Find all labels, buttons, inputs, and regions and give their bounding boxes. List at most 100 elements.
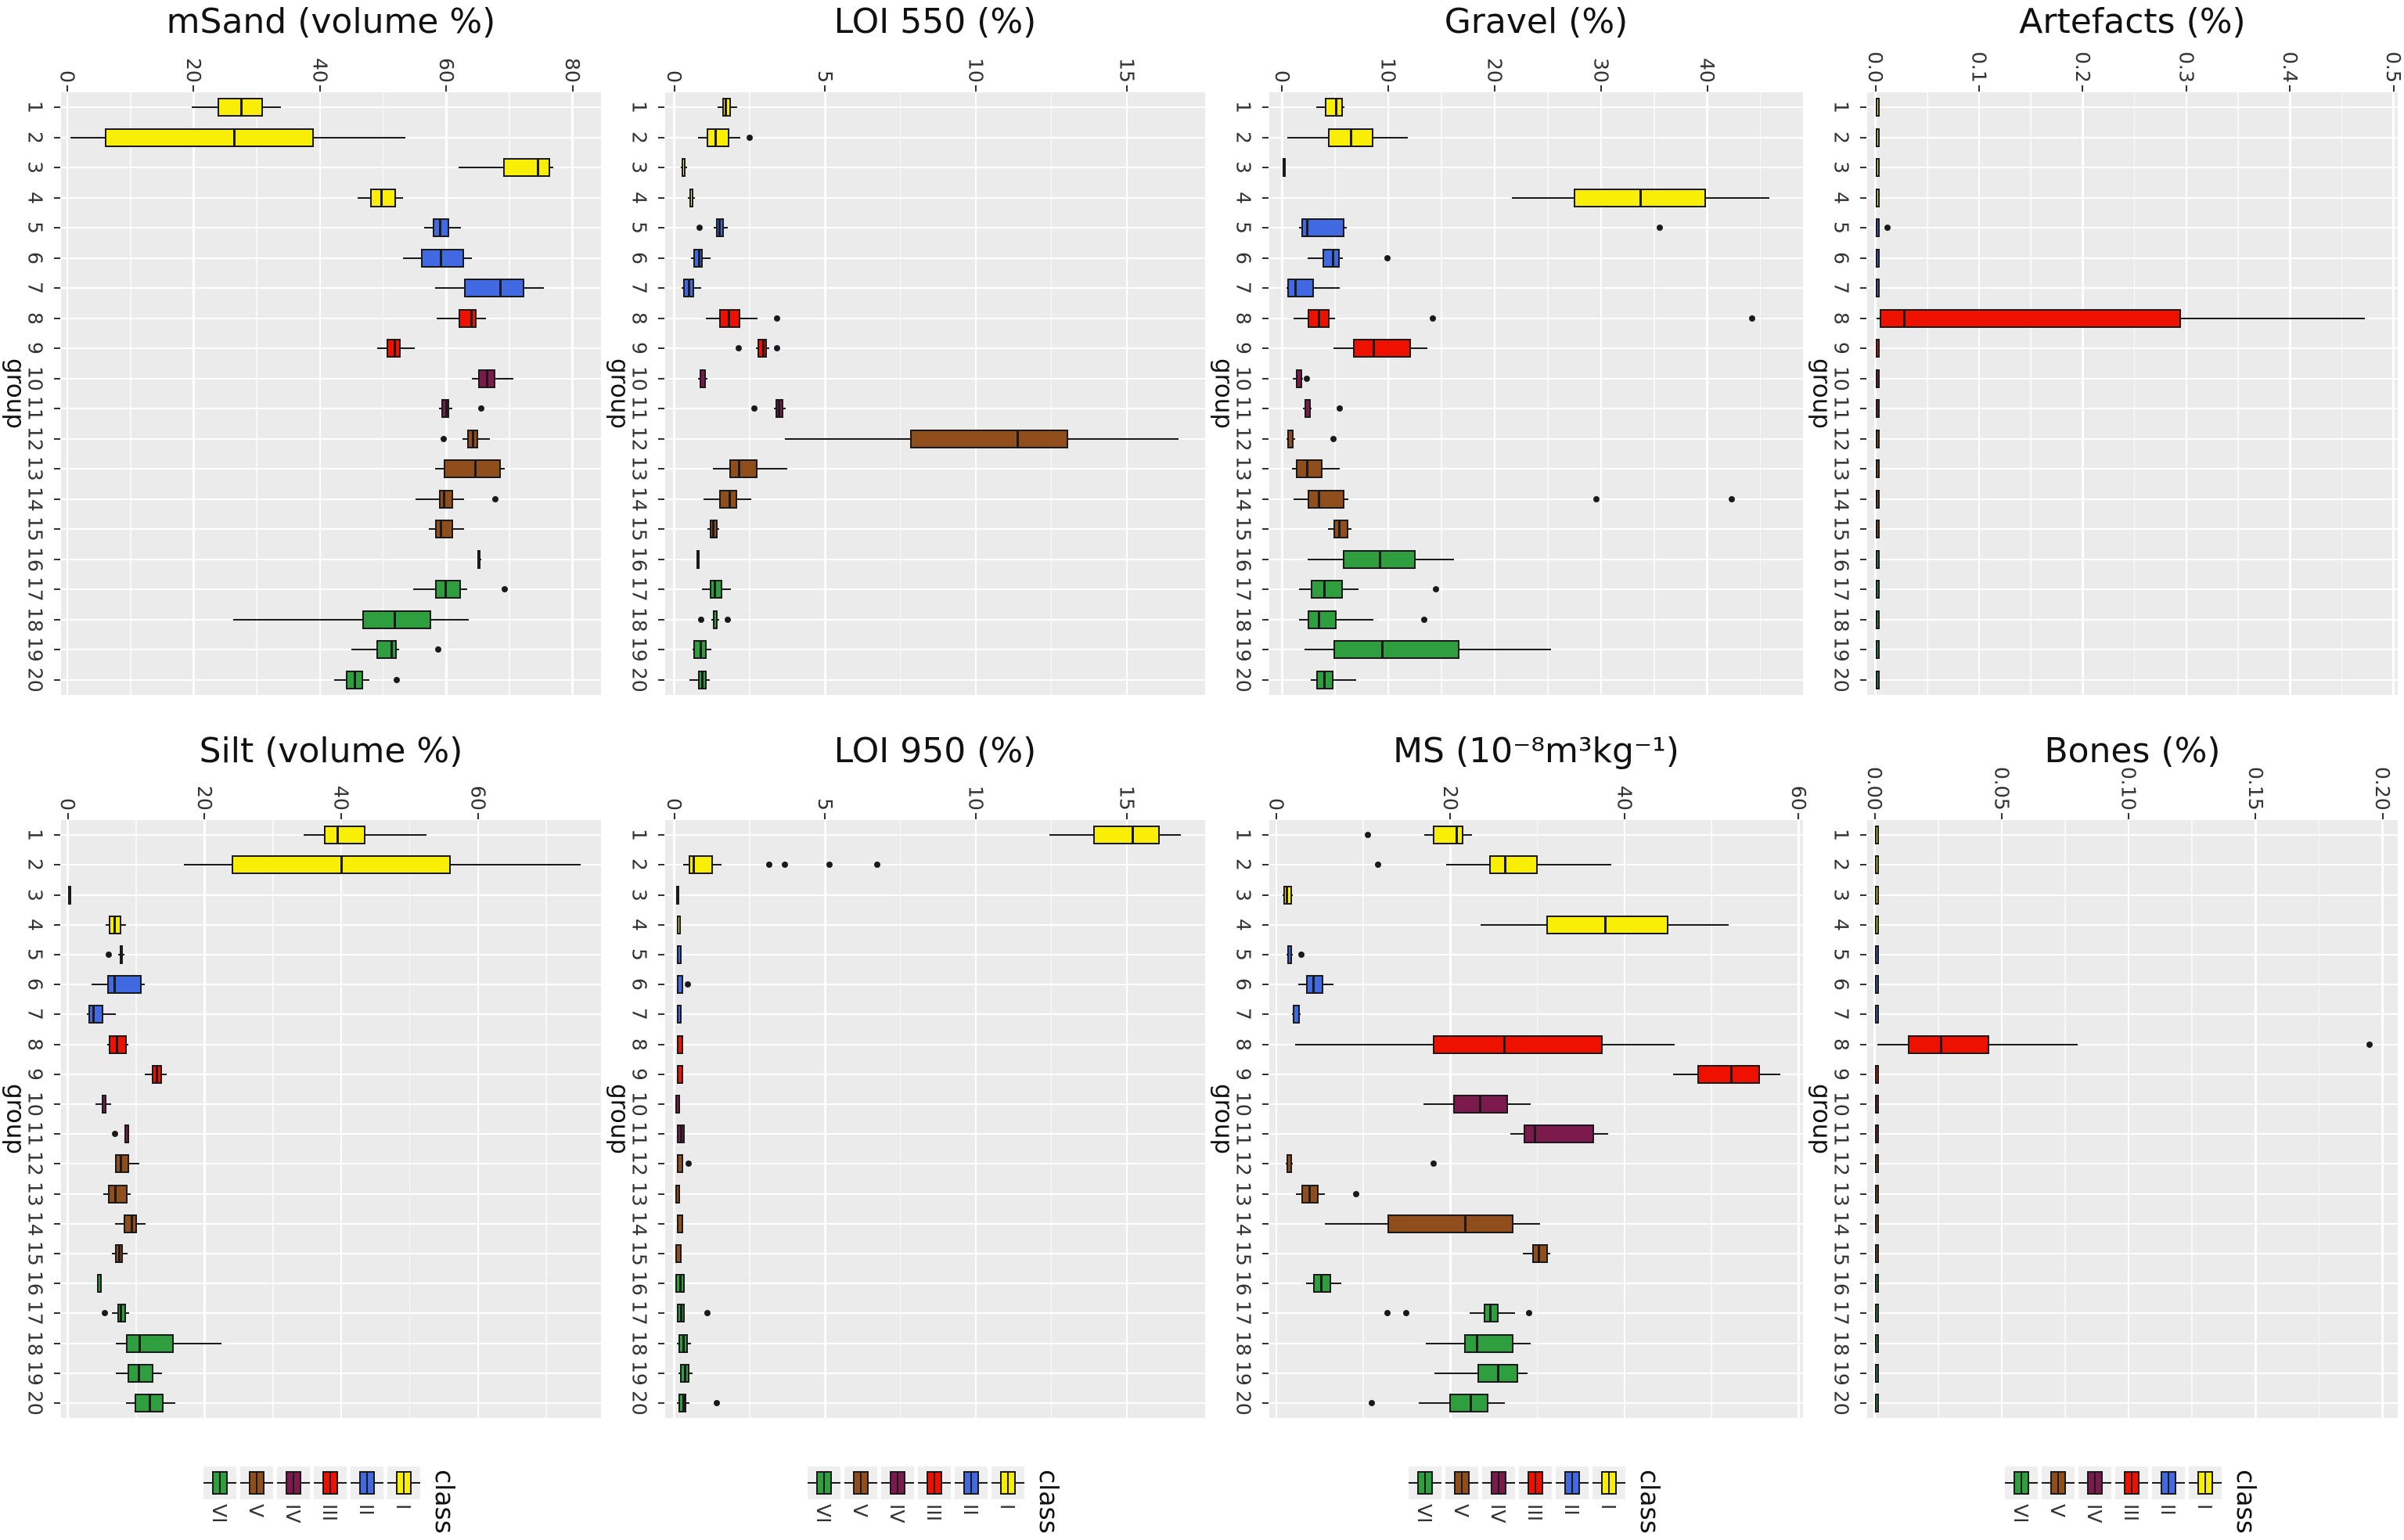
whisker-high: [121, 923, 126, 926]
group-label-text: 13: [1830, 456, 1853, 482]
major-gridline: [445, 92, 448, 695]
legend-key-median: [896, 1471, 898, 1495]
whisker-low: [459, 167, 503, 169]
axis-tick-label: 0: [56, 770, 79, 811]
group-label: 3: [23, 136, 47, 199]
group-label-text: 11: [1232, 1121, 1255, 1146]
box: [477, 549, 480, 569]
box: [362, 610, 431, 629]
axis-tick: [1125, 813, 1128, 819]
group-tick: [54, 1252, 60, 1254]
group-tick: [1860, 649, 1866, 651]
group-tick: [658, 923, 664, 926]
whisker-high: [1507, 1103, 1531, 1105]
row-gridline: [1867, 984, 2398, 986]
row-gridline: [665, 923, 1205, 926]
minor-gridline: [1927, 92, 1928, 695]
axis-tick-label-text: 40: [329, 786, 353, 811]
axis-tick-label: 80: [561, 41, 584, 83]
group-label-text: 13: [628, 456, 651, 482]
group-label: 13: [1232, 1163, 1255, 1225]
group-label: 7: [1232, 257, 1255, 319]
box: [1875, 248, 1880, 268]
median-line: [120, 1154, 123, 1174]
whisker-high: [717, 618, 720, 621]
legend-label-text: III: [1524, 1504, 1546, 1522]
box: [1874, 945, 1879, 964]
major-gridline: [1873, 820, 1876, 1418]
axis-tick: [673, 85, 675, 92]
whisker-low: [111, 1252, 115, 1254]
plot-area: [1269, 92, 1803, 695]
minor-gridline: [1441, 92, 1442, 695]
legend-label: II: [1560, 1504, 1584, 1516]
row-gridline: [1269, 1342, 1803, 1344]
group-label-text: 19: [628, 637, 651, 663]
whisker-high: [478, 437, 490, 440]
whisker-high: [686, 1401, 689, 1404]
legend-label: I: [996, 1504, 1020, 1509]
box: [1449, 1393, 1489, 1412]
group-label-text: 9: [1830, 1067, 1853, 1081]
whisker-low: [471, 377, 479, 380]
axis-tick: [2392, 85, 2395, 92]
row-gridline: [1867, 678, 2398, 681]
group-tick: [1860, 618, 1866, 621]
whisker-high: [365, 834, 427, 837]
group-label: 1: [1830, 76, 1853, 139]
minor-gridline: [1334, 92, 1336, 695]
legend-key-median: [402, 1471, 405, 1495]
median-line: [444, 580, 447, 599]
whisker-high: [449, 408, 453, 410]
group-tick: [1262, 618, 1269, 621]
group-tick: [1262, 528, 1269, 531]
whisker-low: [706, 317, 719, 319]
group-tick: [658, 558, 664, 560]
median-line: [138, 1363, 141, 1383]
group-tick: [1262, 1163, 1269, 1165]
legend-label-text: III: [923, 1504, 945, 1522]
group-label-text: 12: [23, 426, 47, 452]
axis-tick: [203, 813, 206, 819]
row-gridline: [61, 923, 601, 926]
group-tick: [1262, 1103, 1269, 1105]
minor-gridline: [1711, 820, 1712, 1418]
major-gridline: [1125, 820, 1128, 1418]
legend-key-median: [2130, 1471, 2132, 1495]
axis-tick-label: 5: [814, 770, 837, 811]
box: [675, 1184, 681, 1204]
plot-area: [665, 92, 1205, 695]
row-gridline: [665, 1133, 1205, 1135]
axis-tick: [824, 85, 826, 92]
box: [676, 1214, 684, 1233]
box: [689, 188, 693, 207]
box: [676, 1064, 684, 1084]
median-line: [1504, 855, 1506, 875]
median-line: [1489, 1304, 1492, 1323]
group-label-text: 3: [1232, 161, 1255, 175]
axis-tick-label-text: 60: [1787, 786, 1810, 811]
row-gridline: [61, 408, 601, 410]
group-label: 12: [1232, 408, 1255, 470]
whisker-high: [1537, 864, 1612, 866]
group-tick: [658, 1073, 664, 1075]
outlier-dot: [1298, 951, 1305, 958]
group-label: 20: [1232, 649, 1255, 711]
whisker-low: [1333, 347, 1354, 350]
whisker-low: [437, 317, 459, 319]
legend-key-median: [292, 1471, 294, 1495]
axis-tick: [1978, 85, 1981, 92]
box: [1353, 339, 1411, 358]
box: [729, 459, 758, 479]
major-gridline: [1281, 92, 1283, 695]
outlier-dot: [713, 1399, 720, 1406]
group-label-text: 11: [628, 1121, 651, 1146]
group-label-text: 7: [1232, 282, 1255, 295]
box: [1874, 1393, 1879, 1412]
legend-label-text: II: [959, 1504, 982, 1516]
group-label: 4: [628, 167, 651, 229]
group-label: 14: [23, 1193, 47, 1255]
group-tick: [658, 528, 664, 531]
whisker-low: [1299, 227, 1301, 229]
group-label-text: 14: [628, 1211, 651, 1236]
